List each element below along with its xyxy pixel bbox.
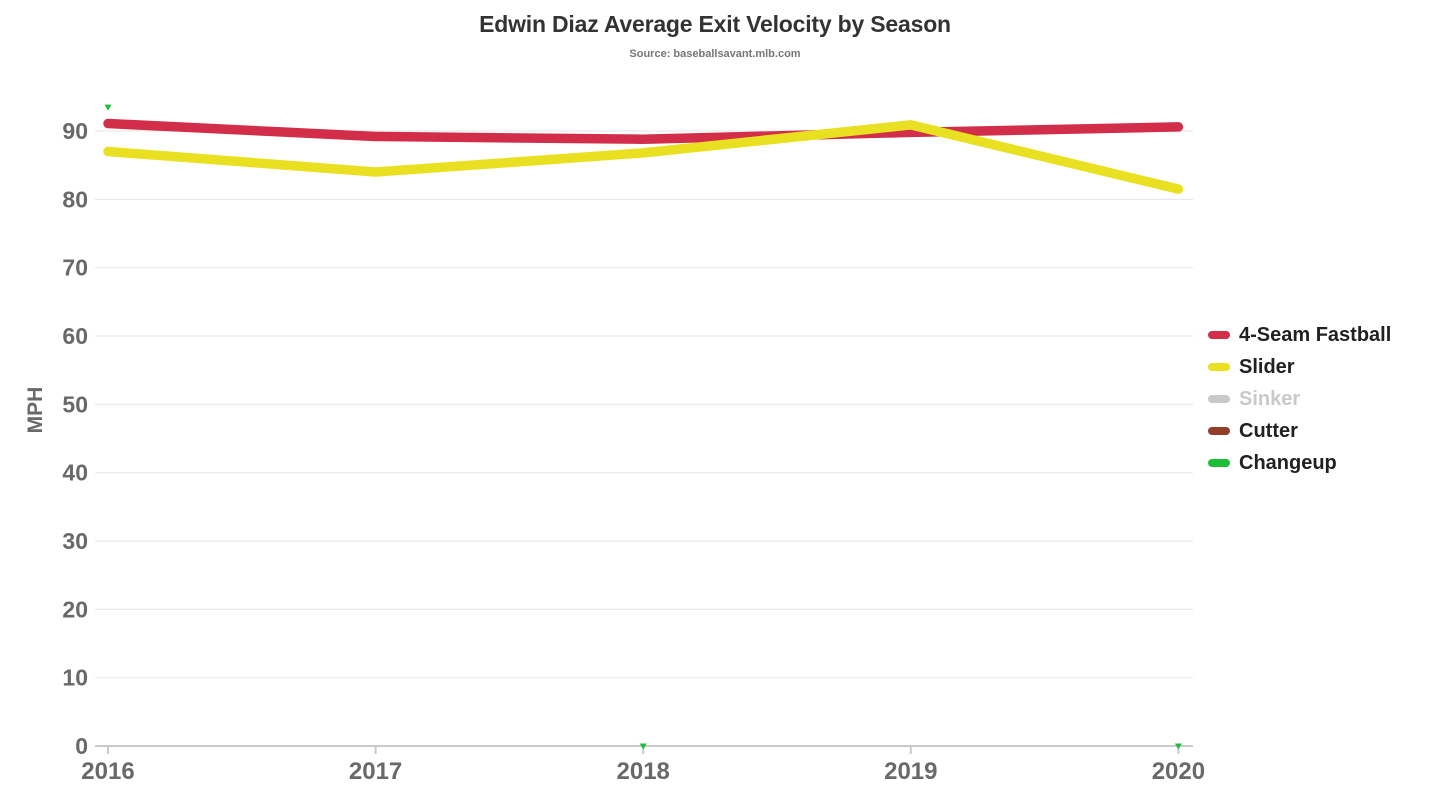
- legend-label-changeup: Changeup: [1239, 451, 1337, 474]
- y-tick-label-80: 80: [62, 186, 88, 212]
- legend-label-cutter: Cutter: [1239, 419, 1298, 442]
- legend-swatch-slider: [1208, 363, 1230, 371]
- legend-label-slider: Slider: [1239, 355, 1295, 378]
- y-tick-label-20: 20: [62, 596, 88, 622]
- point-marker-changeup: [639, 743, 647, 750]
- series-line-slider: [103, 120, 1184, 194]
- x-tick-label-2019: 2019: [884, 758, 937, 785]
- legend-label-sinker: Sinker: [1239, 387, 1301, 410]
- legend-item-cutter[interactable]: Cutter: [1208, 418, 1391, 444]
- y-tick-label-70: 70: [62, 255, 88, 281]
- y-tick-label-0: 0: [75, 733, 88, 759]
- legend-label-4-seam-fastball: 4-Seam Fastball: [1239, 323, 1392, 346]
- legend-swatch-4-seam-fastball: [1208, 331, 1230, 339]
- y-tick-label-60: 60: [62, 323, 88, 349]
- chart-title: Edwin Diaz Average Exit Velocity by Seas…: [479, 11, 951, 37]
- legend-item-sinker[interactable]: Sinker: [1208, 386, 1391, 412]
- legend-swatch-cutter: [1208, 427, 1230, 435]
- point-marker-changeup: [1174, 743, 1182, 750]
- series-line-4-seam-fastball: [103, 118, 1184, 144]
- y-tick-label-30: 30: [62, 528, 88, 554]
- x-tick-label-2017: 2017: [349, 758, 402, 785]
- legend-item-changeup[interactable]: Changeup: [1208, 450, 1391, 476]
- y-tick-label-40: 40: [62, 460, 88, 486]
- legend-item-slider[interactable]: Slider: [1208, 354, 1391, 380]
- legend-swatch-changeup: [1208, 459, 1230, 467]
- x-tick-label-2018: 2018: [617, 758, 670, 785]
- point-marker-changeup: [104, 104, 112, 111]
- chart-subtitle: Source: baseballsavant.mlb.com: [629, 48, 801, 60]
- x-tick-label-2016: 2016: [81, 758, 134, 785]
- y-tick-label-90: 90: [62, 118, 88, 144]
- legend-item-4-seam-fastball[interactable]: 4-Seam Fastball: [1208, 322, 1391, 348]
- y-tick-label-50: 50: [62, 391, 88, 417]
- legend: 4-Seam Fastball Slider Sinker Cutter Changeu…: [1208, 322, 1391, 482]
- legend-swatch-sinker: [1208, 395, 1230, 403]
- y-tick-label-10: 10: [62, 665, 88, 691]
- x-tick-label-2020: 2020: [1152, 758, 1205, 785]
